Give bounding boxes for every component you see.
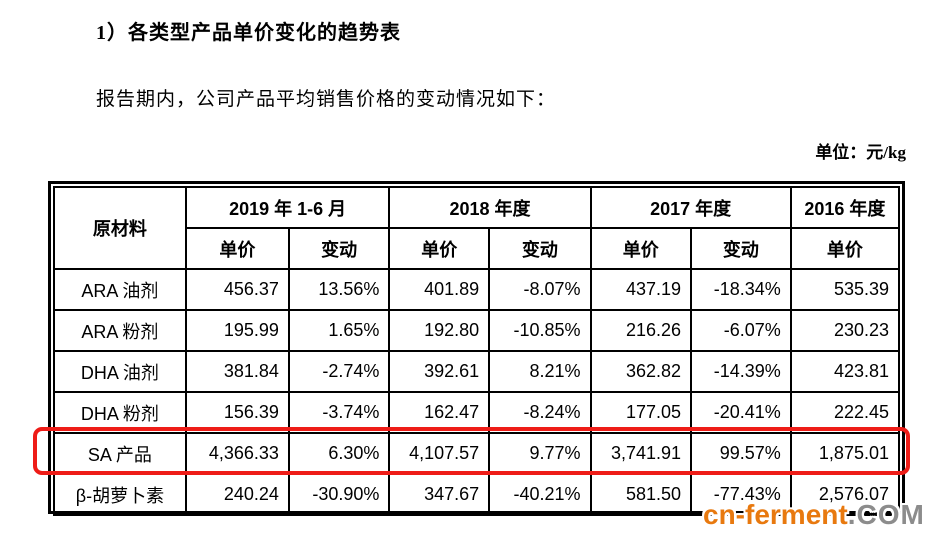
value-cell: -8.24% xyxy=(488,391,592,434)
value-cell: 401.89 xyxy=(388,268,491,311)
subheader-unit-price: 单价 xyxy=(589,227,693,270)
table-row-beta-carotene: β-胡萝卜素 240.24 -30.90% 347.67 -40.21% 581… xyxy=(53,473,901,516)
value-cell: -2.74% xyxy=(287,350,391,393)
value-cell: 13.56% xyxy=(287,268,391,311)
row-name-cell: β-胡萝卜素 xyxy=(53,473,187,516)
value-cell: 99.57% xyxy=(690,432,792,475)
value-cell: 156.39 xyxy=(184,391,290,434)
subheader-change: 变动 xyxy=(287,227,391,270)
value-cell: 581.50 xyxy=(589,473,693,516)
value-cell: 381.84 xyxy=(184,350,290,393)
value-cell: 2,576.07 xyxy=(789,473,901,516)
value-cell: 216.26 xyxy=(589,309,693,352)
value-cell: -3.74% xyxy=(287,391,391,434)
value-cell: 240.24 xyxy=(184,473,290,516)
price-table-frame: 原材料 2019 年 1-6 月 2018 年度 2017 年度 2016 年度… xyxy=(48,181,905,516)
value-cell: 392.61 xyxy=(388,350,491,393)
value-cell: 423.81 xyxy=(789,350,901,393)
value-cell: 3,741.91 xyxy=(589,432,693,475)
header-period-2017: 2017 年度 xyxy=(589,186,792,229)
table-header-row-periods: 原材料 2019 年 1-6 月 2018 年度 2017 年度 2016 年度 xyxy=(53,186,901,270)
table-row-sa-product: SA 产品 4,366.33 6.30% 4,107.57 9.77% 3,74… xyxy=(53,432,901,475)
table-row-dha-powder: DHA 粉剂 156.39 -3.74% 162.47 -8.24% 177.0… xyxy=(53,391,901,434)
value-cell: 192.80 xyxy=(388,309,491,352)
value-cell: 162.47 xyxy=(388,391,491,434)
value-cell: -20.41% xyxy=(690,391,792,434)
watermark-suffix: .COM xyxy=(847,499,925,530)
subheader-unit-price: 单价 xyxy=(184,227,290,270)
value-cell: -18.34% xyxy=(690,268,792,311)
row-name-cell: DHA 油剂 xyxy=(53,350,187,393)
table-row-ara-powder: ARA 粉剂 195.99 1.65% 192.80 -10.85% 216.2… xyxy=(53,309,901,352)
row-name-cell: SA 产品 xyxy=(53,432,187,475)
value-cell: 437.19 xyxy=(589,268,693,311)
value-cell: 177.05 xyxy=(589,391,693,434)
watermark-brand: cn-ferment xyxy=(703,499,848,530)
row-name-cell: DHA 粉剂 xyxy=(53,391,187,434)
value-cell: 362.82 xyxy=(589,350,693,393)
subheader-unit-price: 单价 xyxy=(388,227,491,270)
table-row-dha-oil: DHA 油剂 381.84 -2.74% 392.61 8.21% 362.82… xyxy=(53,350,901,393)
value-cell: -10.85% xyxy=(488,309,592,352)
header-period-2019: 2019 年 1-6 月 xyxy=(184,186,391,229)
header-period-2016: 2016 年度 xyxy=(789,186,901,229)
value-cell: 456.37 xyxy=(184,268,290,311)
row-name-cell: ARA 油剂 xyxy=(53,268,187,311)
value-cell: -77.43% xyxy=(690,473,792,516)
value-cell: -14.39% xyxy=(690,350,792,393)
value-cell: 4,366.33 xyxy=(184,432,290,475)
subheader-change: 变动 xyxy=(488,227,592,270)
value-cell: 1,875.01 xyxy=(789,432,901,475)
value-cell: -40.21% xyxy=(488,473,592,516)
header-material: 原材料 xyxy=(53,186,187,270)
value-cell: 4,107.57 xyxy=(388,432,491,475)
price-table: 原材料 2019 年 1-6 月 2018 年度 2017 年度 2016 年度… xyxy=(53,186,901,516)
value-cell: 347.67 xyxy=(388,473,491,516)
subheader-unit-price: 单价 xyxy=(789,227,901,270)
intro-text: 报告期内，公司产品平均销售价格的变动情况如下： xyxy=(96,89,557,110)
header-period-2018: 2018 年度 xyxy=(388,186,592,229)
subheader-change: 变动 xyxy=(690,227,792,270)
value-cell: 222.45 xyxy=(789,391,901,434)
value-cell: 1.65% xyxy=(287,309,391,352)
unit-label: 单位：元/kg xyxy=(815,143,906,162)
value-cell: 8.21% xyxy=(488,350,592,393)
watermark: cn-ferment.COM xyxy=(703,499,925,531)
page-title: 1）各类型产品单价变化的趋势表 xyxy=(96,22,401,44)
value-cell: -8.07% xyxy=(488,268,592,311)
value-cell: -30.90% xyxy=(287,473,391,516)
value-cell: 195.99 xyxy=(184,309,290,352)
value-cell: 535.39 xyxy=(789,268,901,311)
row-name-cell: ARA 粉剂 xyxy=(53,309,187,352)
value-cell: 230.23 xyxy=(789,309,901,352)
table-row-ara-oil: ARA 油剂 456.37 13.56% 401.89 -8.07% 437.1… xyxy=(53,268,901,311)
value-cell: -6.07% xyxy=(690,309,792,352)
table-header-row-measures: 单价 变动 单价 变动 单价 变动 单价 xyxy=(54,227,901,270)
value-cell: 9.77% xyxy=(488,432,592,475)
value-cell: 6.30% xyxy=(287,432,391,475)
